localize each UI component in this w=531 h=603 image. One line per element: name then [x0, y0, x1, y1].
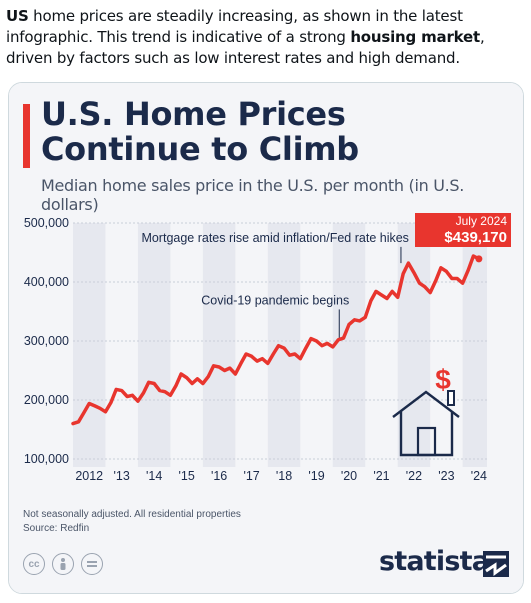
home-price-line-chart: 100,000 200,000 300,000 400,000 500,000 2012…: [24, 213, 511, 483]
x-tick-label: '19: [308, 469, 324, 483]
x-tick-label: '15: [178, 469, 194, 483]
callout-value-label: $439,170: [444, 229, 507, 246]
y-tick-label: 400,000: [24, 275, 69, 289]
title-line-2: Continue to Climb: [41, 130, 359, 168]
x-axis-ticks: 2012 '13 '14 '15 '16 '17 '18 '19 '20 '21 '22 '23 '24: [75, 469, 487, 483]
y-axis-ticks: 100,000 200,000 300,000 400,000 500,000: [24, 216, 69, 466]
equals-glyph: [87, 561, 97, 567]
post-text-bold-us: US: [6, 7, 29, 25]
house-chimney: [447, 390, 455, 406]
x-tick-label: 2012: [75, 469, 103, 483]
house-roof: [392, 390, 460, 418]
callout-date-label: July 2024: [456, 214, 508, 228]
x-tick-label: '16: [211, 469, 227, 483]
post-text-bold-housing: housing market: [350, 28, 480, 46]
year-band: [73, 223, 106, 467]
title-accent-bar: [23, 104, 30, 168]
house-dollar-icon: $: [392, 364, 460, 457]
person-icon[interactable]: [52, 553, 74, 575]
x-tick-label: '21: [373, 469, 389, 483]
post-text: US home prices are steadily increasing, …: [6, 6, 526, 69]
latest-point: [475, 255, 483, 263]
year-band: [332, 223, 366, 467]
annotation-rate-hikes: Mortgage rates rise amid inflation/Fed r…: [141, 231, 409, 245]
y-tick-label: 300,000: [24, 334, 69, 348]
dollar-sign-icon: $: [435, 364, 451, 395]
footnote: Not seasonally adjusted. All residential…: [23, 509, 241, 520]
source-note: Source: Redfin: [23, 523, 90, 534]
year-band: [202, 223, 236, 467]
post-text-part-end: , driven by factors such as low interest…: [6, 28, 485, 67]
x-tick-label: '23: [438, 469, 454, 483]
y-tick-label: 500,000: [24, 216, 69, 230]
infographic-subtitle: Median home sales price in the U.S. per …: [41, 176, 465, 214]
x-tick-label: '24: [471, 469, 487, 483]
year-bands: [73, 223, 487, 467]
post-text-part: home prices are steadily increasing, as …: [6, 7, 463, 46]
x-tick-label: '17: [243, 469, 259, 483]
annotation-covid: Covid-19 pandemic begins: [201, 293, 349, 307]
equals-icon[interactable]: [81, 553, 103, 575]
annotations: Mortgage rates rise amid inflation/Fed r…: [141, 231, 409, 339]
person-glyph: [60, 558, 66, 570]
year-band: [462, 223, 487, 467]
y-tick-label: 200,000: [24, 393, 69, 407]
y-tick-label: 100,000: [24, 452, 69, 466]
year-band: [267, 223, 301, 467]
x-tick-label: '18: [276, 469, 292, 483]
x-tick-label: '13: [114, 469, 130, 483]
title-line-1: U.S. Home Prices: [41, 95, 346, 133]
x-tick-label: '22: [406, 469, 422, 483]
x-tick-label: '14: [146, 469, 162, 483]
x-tick-label: '20: [341, 469, 357, 483]
house-door: [416, 426, 437, 457]
year-band: [137, 223, 171, 467]
statista-logo-icon[interactable]: [483, 551, 509, 577]
latest-value-callout: July 2024 $439,170: [415, 213, 511, 263]
median-price-line: [71, 254, 481, 426]
year-band: [397, 223, 431, 467]
infographic-title: U.S. Home Prices Continue to Climb: [41, 97, 359, 167]
infographic-card[interactable]: U.S. Home Prices Continue to Climb Media…: [8, 82, 524, 594]
cc-icon[interactable]: cc: [23, 553, 45, 575]
statista-logo-text[interactable]: statista: [379, 546, 490, 577]
callout-box: [415, 213, 511, 247]
